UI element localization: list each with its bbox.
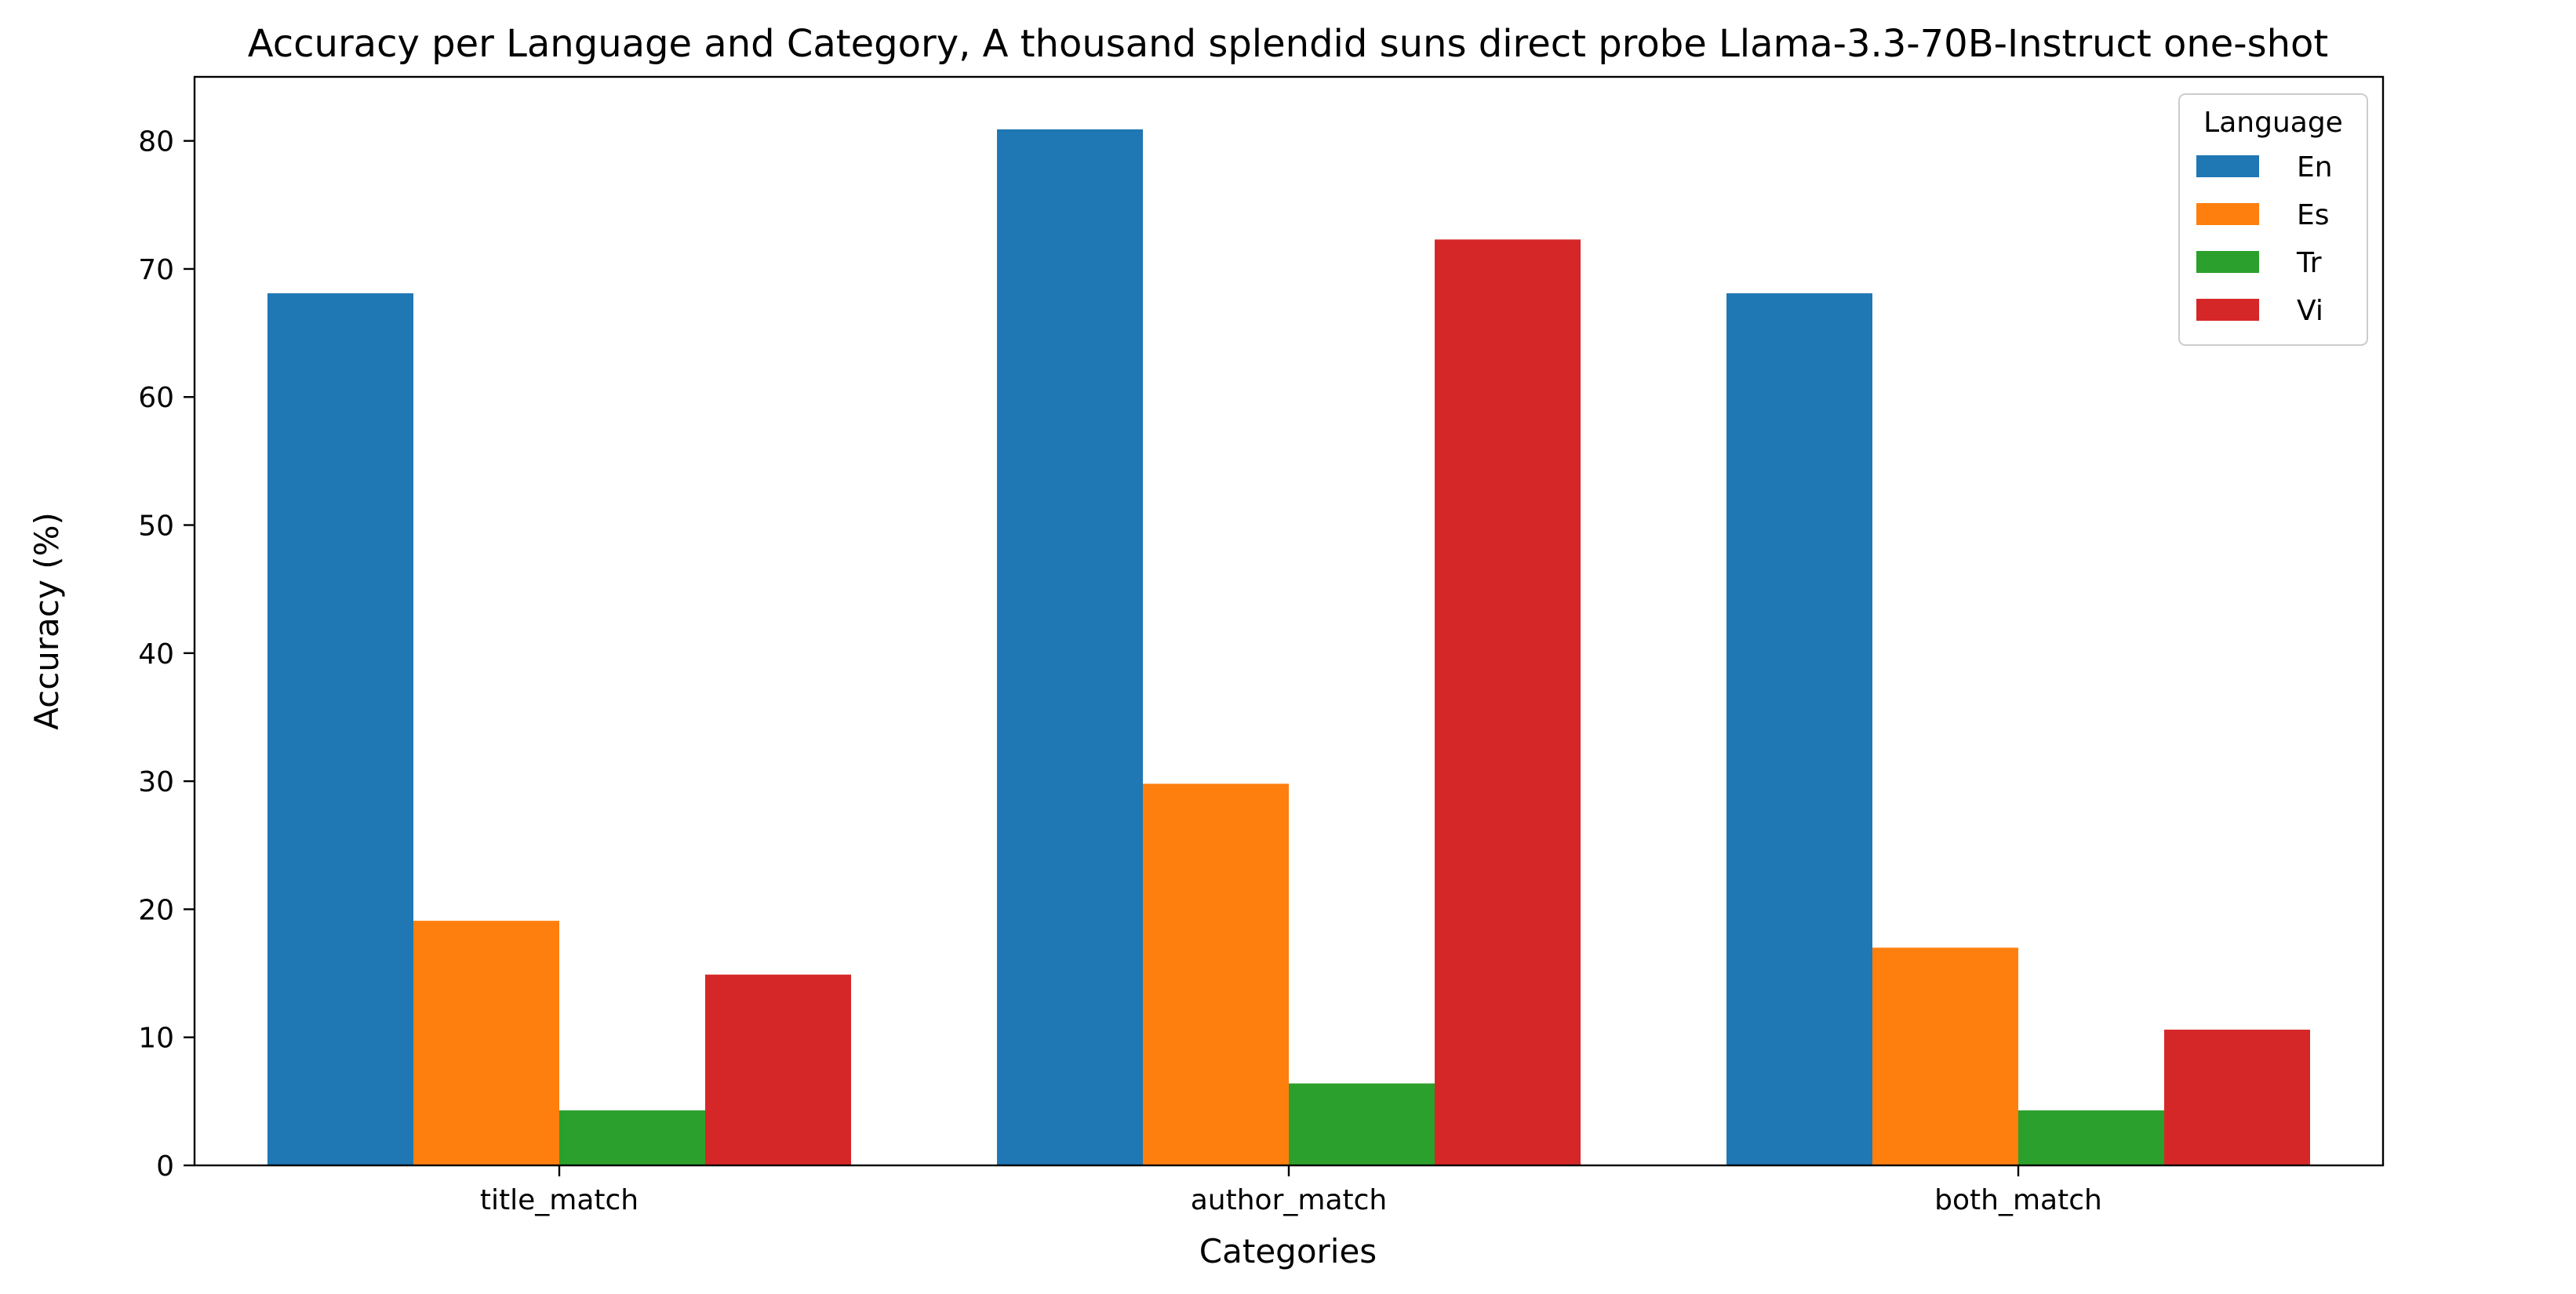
y-tick-label: 10 bbox=[138, 1023, 174, 1055]
y-tick-label: 20 bbox=[138, 894, 174, 926]
x-tick-label-title-match: title_match bbox=[480, 1184, 639, 1216]
chart-title: Accuracy per Language and Category, A th… bbox=[248, 22, 2329, 66]
bar-en-both-match bbox=[1726, 293, 1872, 1166]
y-tick-label: 0 bbox=[156, 1150, 174, 1183]
legend-swatch-en bbox=[2196, 155, 2259, 177]
bar-es-both-match bbox=[1872, 947, 2018, 1165]
legend-swatch-tr bbox=[2196, 251, 2259, 273]
bar-es-title-match bbox=[413, 921, 559, 1165]
x-tick-label-author-match: author_match bbox=[1191, 1184, 1388, 1216]
legend-label-en: En bbox=[2297, 151, 2333, 184]
bars-group bbox=[267, 129, 2310, 1166]
legend-label-vi: Vi bbox=[2297, 295, 2323, 327]
bar-es-author-match bbox=[1143, 783, 1289, 1165]
x-axis-label: Categories bbox=[1199, 1232, 1377, 1270]
y-axis: 0 10 20 30 40 50 60 70 80 bbox=[138, 126, 195, 1183]
bar-vi-author-match bbox=[1435, 239, 1581, 1165]
y-tick-label: 80 bbox=[138, 126, 174, 158]
bar-vi-both-match bbox=[2164, 1029, 2310, 1165]
x-tick-label-both-match: both_match bbox=[1934, 1184, 2102, 1216]
legend-label-es: Es bbox=[2297, 199, 2330, 231]
y-tick-label: 40 bbox=[138, 638, 174, 671]
legend: Language En Es Tr Vi bbox=[2178, 93, 2368, 346]
bar-en-title-match bbox=[267, 293, 413, 1166]
legend-title: Language bbox=[2203, 107, 2343, 139]
bar-vi-title-match bbox=[705, 974, 851, 1165]
y-tick-label: 70 bbox=[138, 254, 174, 286]
y-tick-label: 30 bbox=[138, 766, 174, 798]
legend-swatch-es bbox=[2196, 203, 2259, 225]
plot-frame bbox=[193, 75, 2385, 1167]
y-axis-label: Accuracy (%) bbox=[27, 512, 66, 730]
y-tick-label: 60 bbox=[138, 382, 174, 414]
bar-tr-title-match bbox=[559, 1110, 705, 1165]
bar-tr-both-match bbox=[2018, 1110, 2164, 1165]
y-tick-label: 50 bbox=[138, 511, 174, 543]
bar-en-author-match bbox=[997, 129, 1143, 1166]
bar-tr-author-match bbox=[1289, 1083, 1435, 1165]
legend-swatch-vi bbox=[2196, 299, 2259, 321]
x-axis: title_match author_match both_match bbox=[480, 1165, 2102, 1216]
legend-label-tr: Tr bbox=[2296, 247, 2322, 279]
